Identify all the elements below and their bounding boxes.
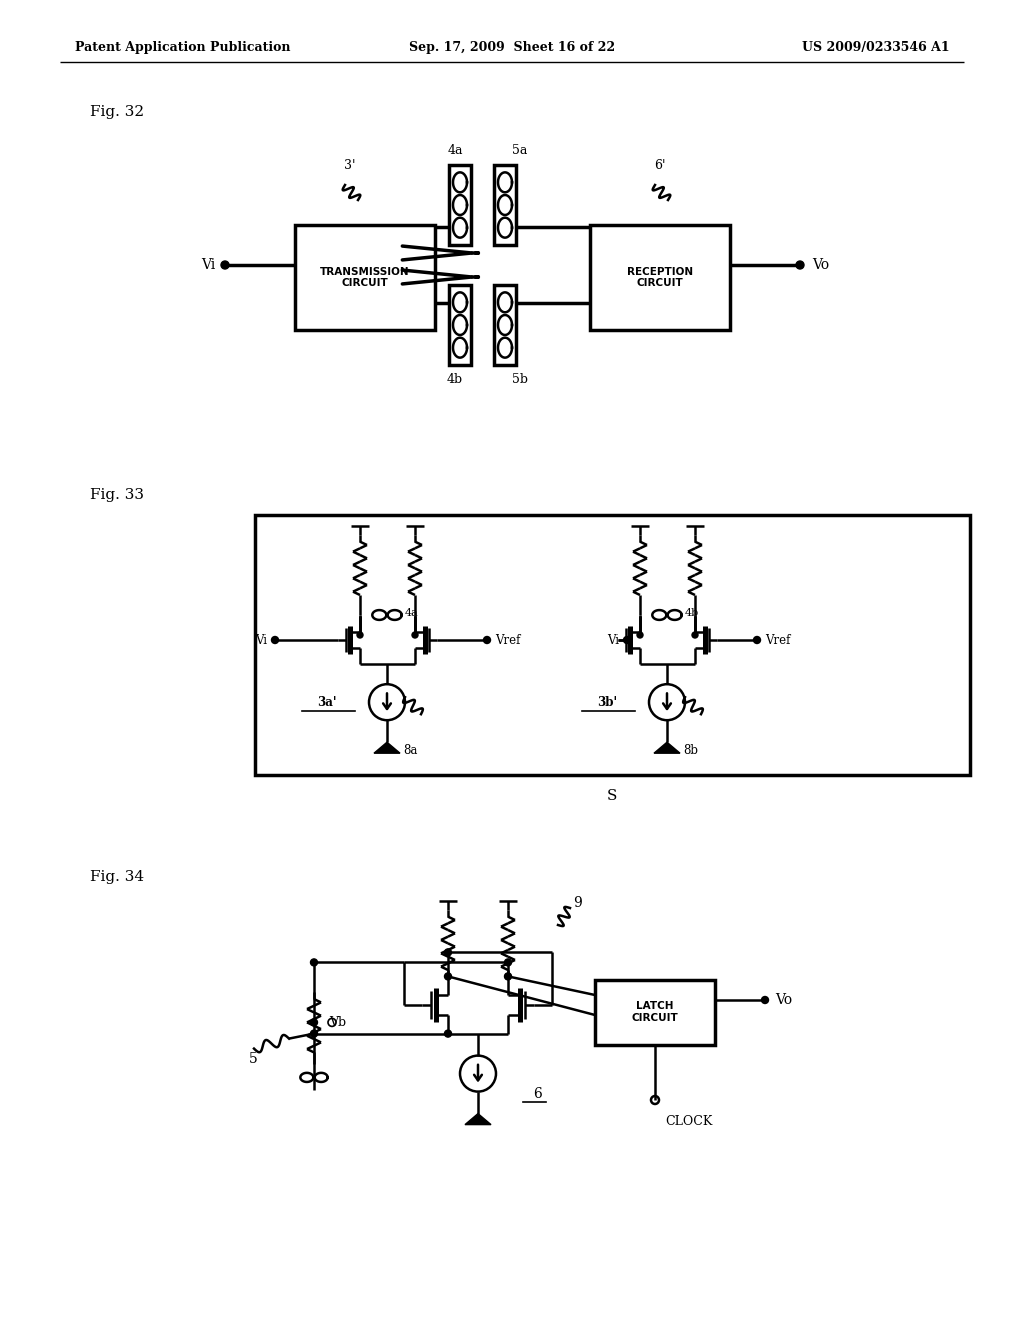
Bar [590, 224, 730, 330]
Bar [255, 515, 970, 775]
Text: RECEPTION
CIRCUIT: RECEPTION CIRCUIT [627, 267, 693, 288]
Text: CLOCK: CLOCK [665, 1115, 713, 1129]
Text: 4a: 4a [406, 609, 419, 618]
Text: Patent Application Publication: Patent Application Publication [75, 41, 291, 54]
Text: 4b: 4b [685, 609, 699, 618]
Circle shape [505, 958, 512, 966]
Text: Vo: Vo [812, 257, 829, 272]
Bar [449, 165, 471, 246]
Text: LATCH
CIRCUIT: LATCH CIRCUIT [632, 1001, 678, 1023]
Circle shape [651, 1096, 659, 1104]
Text: 6: 6 [534, 1086, 542, 1101]
Circle shape [357, 632, 362, 638]
Text: Fig. 33: Fig. 33 [90, 488, 144, 502]
Text: Fig. 32: Fig. 32 [90, 106, 144, 119]
Circle shape [637, 632, 643, 638]
Circle shape [692, 632, 698, 638]
Text: 9: 9 [573, 896, 582, 909]
Circle shape [754, 636, 761, 644]
Circle shape [483, 636, 490, 644]
Text: 3b': 3b' [597, 696, 617, 709]
Text: 5b: 5b [512, 374, 528, 385]
Circle shape [310, 1019, 317, 1026]
Text: 3': 3' [344, 158, 355, 172]
Text: Vi: Vi [607, 634, 618, 647]
Circle shape [444, 973, 452, 979]
Circle shape [505, 973, 511, 979]
Text: 8a: 8a [403, 744, 418, 758]
Circle shape [444, 949, 452, 956]
Bar [295, 224, 435, 330]
Bar [595, 979, 715, 1045]
Bar [494, 165, 516, 246]
Polygon shape [654, 742, 680, 754]
Text: Sep. 17, 2009  Sheet 16 of 22: Sep. 17, 2009 Sheet 16 of 22 [409, 41, 615, 54]
Text: 5a: 5a [512, 144, 527, 157]
Text: Vb: Vb [329, 1016, 346, 1028]
Circle shape [505, 973, 512, 979]
Circle shape [271, 636, 279, 644]
Circle shape [310, 1030, 317, 1038]
Circle shape [796, 261, 804, 269]
Text: Fig. 34: Fig. 34 [90, 870, 144, 884]
Text: Vi: Vi [255, 634, 267, 647]
Text: 3a': 3a' [317, 696, 337, 709]
Circle shape [221, 261, 229, 269]
Circle shape [444, 1030, 452, 1038]
Text: 4a: 4a [447, 144, 463, 157]
Text: Vo: Vo [775, 993, 793, 1007]
Text: Vref: Vref [495, 634, 520, 647]
Text: Vi: Vi [201, 257, 215, 272]
Text: TRANSMISSION
CIRCUIT: TRANSMISSION CIRCUIT [321, 267, 410, 288]
Text: S: S [607, 789, 617, 803]
Text: Vref: Vref [765, 634, 791, 647]
Polygon shape [465, 1114, 490, 1125]
Circle shape [624, 636, 631, 644]
Circle shape [310, 958, 317, 966]
Bar [494, 285, 516, 366]
Circle shape [412, 632, 418, 638]
Polygon shape [374, 742, 400, 754]
Text: 6': 6' [654, 158, 666, 172]
Text: 8b: 8b [683, 744, 698, 758]
Text: 4b: 4b [446, 374, 463, 385]
Text: 5: 5 [249, 1052, 258, 1065]
Text: US 2009/0233546 A1: US 2009/0233546 A1 [803, 41, 950, 54]
Bar [449, 285, 471, 366]
Circle shape [762, 997, 768, 1003]
